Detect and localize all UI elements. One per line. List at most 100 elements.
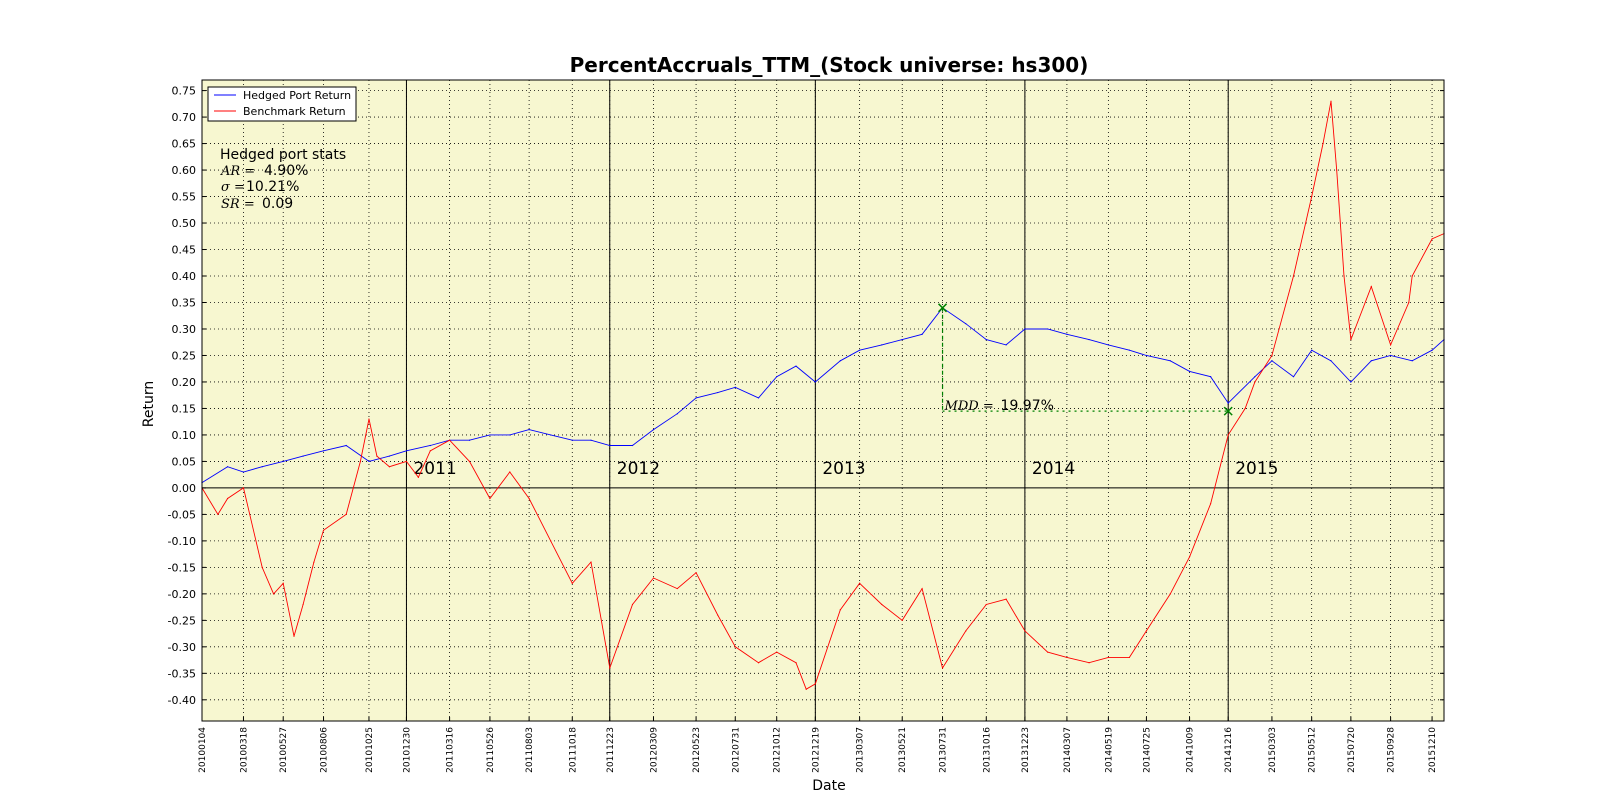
y-tick-label: 0.10 [172, 429, 197, 442]
stats-title: Hedged port stats [220, 147, 346, 163]
x-tick-label: 20130307 [856, 727, 866, 773]
x-tick-label: 20140307 [1063, 727, 1073, 773]
data-point [293, 635, 295, 637]
x-tick-label: 20100318 [239, 727, 249, 773]
data-point [1390, 354, 1392, 357]
data-point [302, 603, 304, 606]
y-tick-label: -0.35 [168, 667, 196, 680]
mdd-label: MDD = [944, 399, 994, 414]
data-point [717, 614, 719, 616]
data-point [1254, 376, 1256, 378]
stat-sigma-label: σ = [221, 180, 245, 195]
x-tick-label: 20111223 [606, 727, 616, 773]
x-tick-label: 20141009 [1186, 727, 1196, 773]
data-point [776, 376, 778, 378]
data-point [1227, 402, 1229, 404]
data-point [1107, 656, 1109, 659]
data-point [1227, 434, 1229, 436]
data-point [814, 683, 816, 685]
mdd-value: 19.97% [1001, 398, 1054, 414]
stat-sigma-value: 10.21% [246, 179, 299, 195]
data-point [1343, 275, 1345, 277]
data-point [901, 619, 903, 621]
data-point [717, 391, 719, 394]
data-point [805, 688, 807, 690]
data-point [1066, 333, 1068, 335]
legend-label-benchmark: Benchmark Return [243, 105, 346, 118]
data-point [631, 444, 634, 447]
data-point [859, 582, 861, 584]
stats-annotation: Hedged port stats AR = 4.90% σ = 10.21% … [220, 147, 346, 212]
x-tick-label: 20141216 [1224, 727, 1234, 773]
data-point [609, 444, 611, 447]
data-point [313, 561, 315, 563]
data-point [509, 471, 511, 473]
data-point [1088, 662, 1090, 664]
y-tick-label: 0.00 [172, 482, 197, 495]
data-point [776, 651, 778, 653]
y-tick-label: 0.15 [172, 402, 197, 415]
data-point [859, 349, 861, 351]
y-tick-label: -0.40 [168, 694, 196, 707]
year-label: 2011 [413, 459, 456, 479]
y-tick-label: 0.60 [172, 164, 197, 177]
data-point [449, 439, 451, 441]
axis-ticks: -0.40 -0.35 -0.30 -0.25 -0.20 -0.15 -0.10 -0.05… [168, 85, 1444, 773]
y-tick-label: 0.25 [172, 349, 197, 362]
data-point [1311, 349, 1313, 351]
y-tick-label: -0.15 [168, 561, 196, 574]
x-tick-label: 20150512 [1308, 727, 1318, 773]
x-tick-label: 20151210 [1428, 727, 1438, 773]
x-tick-label: 20100104 [198, 727, 208, 773]
data-point [226, 466, 229, 468]
data-point [795, 365, 797, 367]
stat-ar-label: AR = [220, 164, 255, 179]
data-point [1330, 100, 1332, 102]
x-tick-label: 20130521 [898, 727, 908, 773]
data-point [368, 460, 370, 463]
y-tick-label: 0.35 [172, 296, 197, 309]
data-point [489, 497, 491, 500]
data-point [1271, 360, 1273, 362]
data-point [528, 429, 530, 431]
data-point [1107, 344, 1109, 346]
data-point [1005, 344, 1007, 346]
data-point [839, 360, 841, 362]
data-point [941, 667, 944, 669]
data-point [571, 439, 573, 441]
data-point [368, 418, 370, 420]
data-point [261, 466, 263, 468]
y-tick-label: 0.70 [172, 111, 197, 124]
data-point [302, 455, 304, 457]
data-point [676, 587, 678, 590]
data-point [1188, 556, 1191, 558]
y-tick-label: 0.20 [172, 376, 197, 389]
data-point [1370, 360, 1372, 362]
data-point [1292, 376, 1295, 378]
y-tick-label: 0.65 [172, 138, 197, 151]
x-tick-label: 20100806 [320, 727, 330, 773]
data-point [417, 476, 419, 478]
x-tick-label: 20101230 [402, 727, 412, 773]
data-point [1047, 651, 1049, 653]
legend-box [207, 86, 357, 122]
data-point [1169, 593, 1171, 595]
data-point [590, 439, 592, 441]
data-point [345, 513, 347, 515]
data-point [1254, 381, 1256, 383]
data-point [571, 582, 573, 584]
data-point [1145, 630, 1148, 632]
data-point [1244, 407, 1246, 410]
legend-label-hedged: Hedged Port Return [243, 89, 351, 102]
data-point [590, 561, 592, 563]
stat-sr-value: 0.09 [262, 196, 293, 212]
data-point [1066, 656, 1068, 659]
x-tick-label: 20111018 [568, 727, 578, 773]
data-point [322, 450, 325, 452]
y-tick-label: 0.75 [172, 85, 197, 98]
series-line [201, 307, 1445, 483]
data-point [1209, 376, 1212, 378]
data-point [226, 497, 229, 500]
data-point [1411, 275, 1413, 277]
mdd-marker [938, 303, 948, 313]
